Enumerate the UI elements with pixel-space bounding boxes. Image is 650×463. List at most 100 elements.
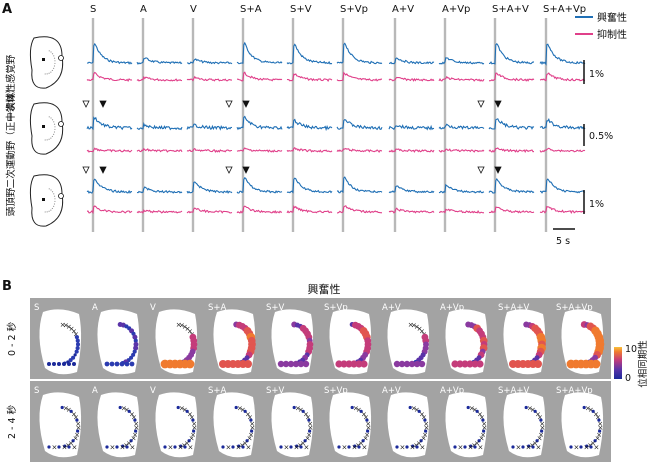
filled-arrowhead-row3-3 [494, 166, 502, 174]
brain-outline [29, 174, 64, 227]
scale-label-row3: 1% [589, 199, 604, 210]
no-response-cross: × [69, 325, 75, 333]
electrode-response-dot [424, 429, 428, 433]
activity-map-r1-c1: S×××××× [34, 303, 82, 375]
no-response-cross: × [477, 410, 483, 418]
no-response-cross: × [298, 406, 304, 414]
no-response-cross: × [596, 431, 602, 439]
no-response-cross: × [530, 406, 536, 414]
no-response-cross: × [191, 424, 197, 432]
electrode-response-dot [129, 361, 135, 367]
trace-inhibitory-r3-c10 [539, 205, 586, 214]
trace-inhibitory-r1-c8 [438, 75, 485, 82]
trace-inhibitory-r2-c3 [186, 147, 232, 153]
trace-excitatory-r1-c6 [336, 42, 383, 65]
no-response-cross: × [420, 444, 426, 452]
electrode-response-dot [395, 445, 399, 449]
condition-label-5: S+V [290, 4, 312, 15]
electrode-response-dot [282, 360, 290, 368]
no-response-cross: × [472, 406, 478, 414]
electrode-response-dot [413, 360, 421, 368]
map-condition-label: A+Vp [440, 386, 464, 396]
electrode-response-dot [187, 439, 191, 443]
no-response-cross: × [597, 424, 603, 432]
electrode-response-dot [591, 359, 601, 369]
electrode-response-dot [245, 439, 249, 443]
no-response-cross: × [73, 330, 79, 338]
electrode-response-dot [231, 445, 235, 449]
electrode-response-dot [301, 409, 305, 413]
trace-excitatory-r2-c8 [438, 123, 485, 131]
electrode-response-dot [579, 445, 583, 449]
no-response-cross: × [584, 444, 590, 452]
electrode-response-dot [71, 439, 75, 443]
cortex-outline [39, 309, 82, 375]
trace-excitatory-r1-c4 [236, 41, 283, 65]
trace-excitatory-r2-c2 [136, 122, 183, 131]
amplitude-scale-bars: 1% 0.5% 1% [583, 60, 613, 214]
activity-map-r1-c3: V×××××× [150, 303, 198, 375]
electrode-response-dot [234, 405, 238, 410]
electrode-response-dot [340, 360, 348, 368]
activity-map-r2-c7: A+V××××××××××× × × [382, 386, 429, 458]
trace-inhibitory-r1-c4 [237, 71, 283, 82]
electrode-response-dot [361, 439, 365, 443]
electrode-response-dot [347, 445, 351, 449]
electrode-response-dot [527, 444, 531, 448]
electrode-dot [44, 139, 46, 141]
electrode-dot [51, 53, 54, 55]
no-response-cross: × [248, 431, 254, 439]
recording-site-marker [42, 125, 45, 128]
no-response-cross: × [176, 321, 182, 329]
time-scale-label: 5 s [556, 236, 570, 247]
electrode-response-dot [535, 439, 539, 443]
open-arrowhead-row3-2 [225, 166, 233, 174]
no-response-cross: × [240, 406, 246, 414]
electrode-response-dot [131, 352, 136, 357]
trace-inhibitory-r2-c4 [236, 147, 283, 153]
electrode-response-dot [295, 444, 299, 448]
activity-map-r1-c5: S+V [266, 303, 314, 375]
no-response-cross: × [178, 444, 184, 452]
map-condition-label: S+A [208, 386, 227, 396]
trace-excitatory-r3-c7 [388, 185, 435, 194]
response-traces [86, 41, 586, 215]
activity-map-r1-c8: A+Vp [440, 303, 488, 375]
electrode-response-dot [125, 445, 129, 449]
electrode-dot [53, 65, 56, 67]
electrode-dot [53, 205, 55, 207]
no-response-cross: × [284, 444, 290, 452]
electrode-response-dot [417, 409, 421, 413]
condition-label-9: S+A+V [492, 4, 529, 15]
electrode-dot [53, 123, 56, 125]
electrode-response-dot [129, 439, 133, 443]
no-response-cross: × [133, 424, 139, 432]
electrode-dot [51, 119, 54, 121]
electrode-response-dot [303, 439, 307, 443]
electrode-response-dot [75, 338, 80, 343]
trace-excitatory-r3-c1 [86, 178, 133, 194]
electrode-dot [54, 62, 56, 65]
map-condition-label: S+A+Vp [556, 303, 593, 313]
map-condition-label: S+A [208, 303, 227, 313]
electrode-response-dot [307, 418, 311, 422]
no-response-cross: × [536, 444, 542, 452]
trace-inhibitory-r3-c9 [488, 206, 535, 214]
electrode-response-dot [398, 360, 406, 368]
activity-map-r1-c10: S+A+Vp [556, 303, 605, 375]
no-response-cross: × [400, 444, 406, 452]
trace-excitatory-r1-c10 [539, 43, 586, 66]
electrode-response-dot [57, 362, 61, 366]
electrode-response-dot [471, 360, 479, 368]
electrode-response-dot [118, 405, 122, 410]
no-response-cross: × [419, 410, 425, 418]
activity-map-r2-c2: A××××××××××× × × [92, 386, 139, 458]
electrode-response-dot [357, 445, 361, 449]
map-condition-label: S [34, 303, 39, 313]
trace-excitatory-r3-c10 [539, 178, 586, 194]
electrode-dot [48, 188, 50, 190]
trace-inhibitory-r1-c2 [136, 75, 183, 82]
filled-arrowhead-row2-1 [99, 100, 107, 108]
trace-inhibitory-r1-c7 [388, 76, 435, 82]
no-response-cross: × [413, 441, 419, 449]
